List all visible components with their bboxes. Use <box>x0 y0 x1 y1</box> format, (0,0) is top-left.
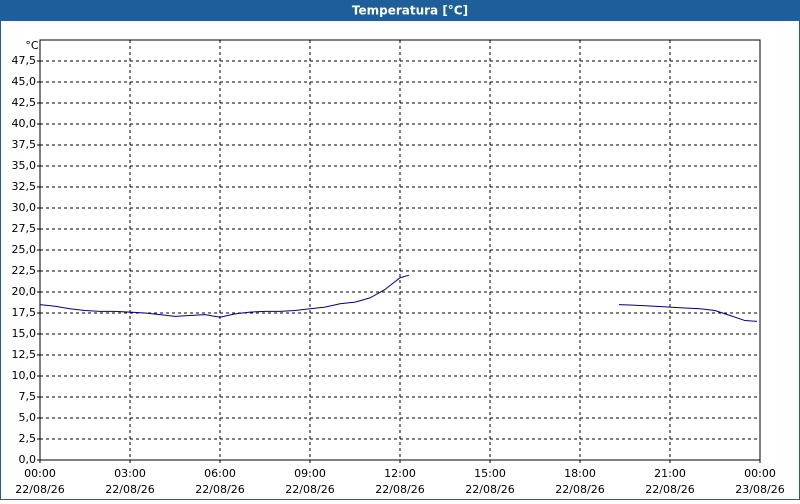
data-line <box>39 274 758 322</box>
x-tick-label: 21:00 <box>654 467 686 480</box>
x-tick-label: 00:00 <box>744 467 776 480</box>
chart-title: Temperatura [°C] <box>352 4 468 18</box>
x-tick-date: 23/08/26 <box>735 483 784 496</box>
y-tick-label: 35,0 <box>12 159 37 172</box>
x-tick-label: 18:00 <box>564 467 596 480</box>
y-tick-label: 30,0 <box>12 201 37 214</box>
plot-frame <box>39 39 761 461</box>
x-tick-date: 22/08/26 <box>465 483 514 496</box>
x-tick-date: 22/08/26 <box>285 483 334 496</box>
y-tick-label: 10,0 <box>12 369 37 382</box>
y-tick-label: 15,0 <box>12 327 37 340</box>
y-tick-label: 20,0 <box>12 285 37 298</box>
x-tick-label: 03:00 <box>114 467 146 480</box>
y-tick-label: 17,5 <box>12 306 37 319</box>
x-tick-label: 15:00 <box>474 467 506 480</box>
y-tick-label: 37,5 <box>12 138 37 151</box>
title-bar <box>0 0 800 21</box>
y-tick-label: 0,0 <box>19 453 37 466</box>
y-tick-label: 47,5 <box>12 54 37 67</box>
y-tick-label: 45,0 <box>12 75 37 88</box>
y-axis-label: °C <box>25 39 39 52</box>
x-tick-date: 22/08/26 <box>645 483 694 496</box>
x-tick-date: 22/08/26 <box>195 483 244 496</box>
x-tick-label: 00:00 <box>24 467 56 480</box>
y-tick-label: 5,0 <box>19 411 37 424</box>
y-tick-label: 27,5 <box>12 222 37 235</box>
x-tick-date: 22/08/26 <box>105 483 154 496</box>
y-tick-label: 40,0 <box>12 117 37 130</box>
y-tick-label: 25,0 <box>12 243 37 256</box>
x-tick-date: 22/08/26 <box>375 483 424 496</box>
y-tick-label: 12,5 <box>12 348 37 361</box>
x-tick-label: 06:00 <box>204 467 236 480</box>
y-tick-label: 7,5 <box>19 390 37 403</box>
x-tick-label: 12:00 <box>384 467 416 480</box>
y-tick-label: 42,5 <box>12 96 37 109</box>
y-tick-label: 22,5 <box>12 264 37 277</box>
x-tick-label: 09:00 <box>294 467 326 480</box>
y-tick-label: 2,5 <box>19 432 37 445</box>
y-tick-label: 32,5 <box>12 180 37 193</box>
x-tick-date: 22/08/26 <box>555 483 604 496</box>
x-tick-date: 22/08/26 <box>15 483 64 496</box>
